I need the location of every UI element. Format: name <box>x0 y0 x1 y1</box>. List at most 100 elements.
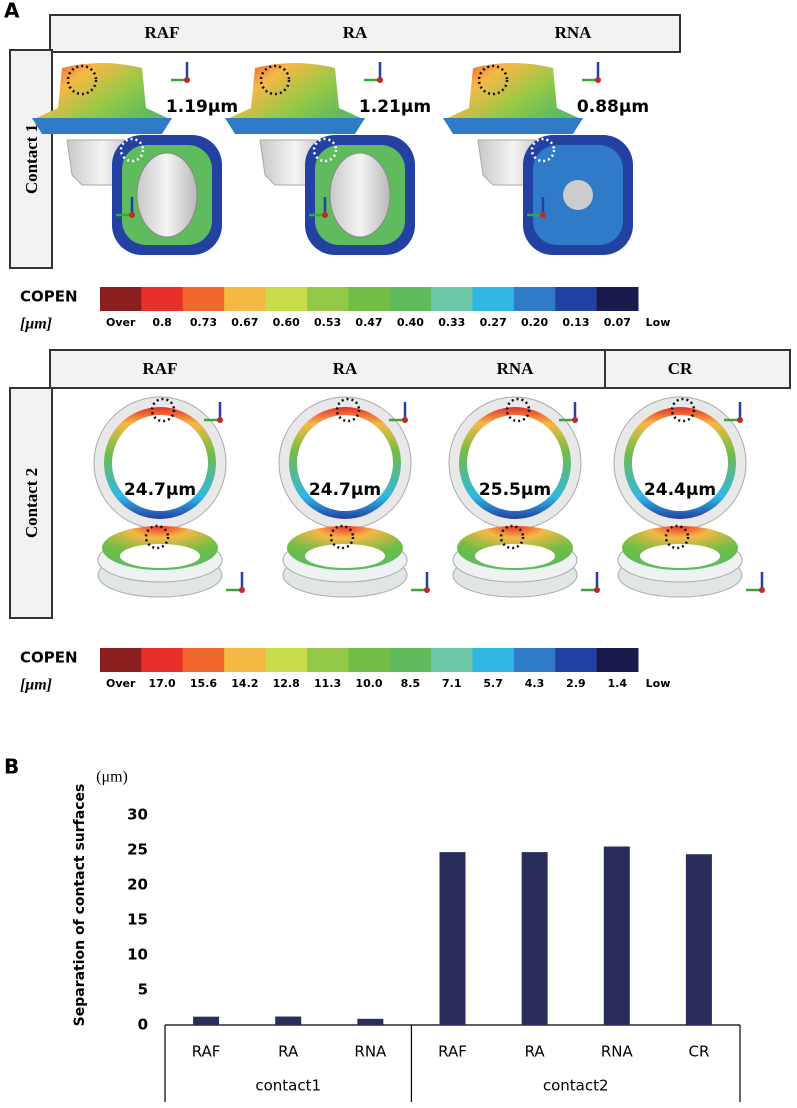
colorbar-label: 11.3 <box>314 677 341 690</box>
y-unit: (μm) <box>96 769 128 786</box>
colorbar-label: 14.2 <box>231 677 258 690</box>
axis-triad <box>322 212 328 218</box>
colorbar-swatch <box>472 287 515 311</box>
y-tick-label: 20 <box>127 876 148 894</box>
colorbar-label: Over <box>106 316 136 329</box>
marker-circle <box>150 397 176 423</box>
colorbar-swatch <box>472 648 515 672</box>
axis-triad <box>595 77 601 83</box>
x-tick-label: RA <box>525 1043 546 1061</box>
colorbar-label: 7.1 <box>442 677 462 690</box>
colorbar-label: 2.9 <box>566 677 586 690</box>
colorbar-swatch <box>513 287 556 311</box>
axis-triad <box>737 417 743 423</box>
abutment-hole <box>329 152 391 238</box>
colorbar-swatch <box>555 287 598 311</box>
marker-circle <box>335 397 361 423</box>
colorbar-label: Low <box>646 677 671 690</box>
result-value: 25.5μm <box>479 480 551 500</box>
marker-circle <box>119 137 145 163</box>
colorbar-swatch <box>431 648 473 672</box>
colorbar-label: 12.8 <box>273 677 300 690</box>
column-label: CR <box>668 359 693 378</box>
x-tick-label: RAF <box>192 1043 221 1061</box>
colorbar-swatch <box>265 648 308 672</box>
result-value: 0.88μm <box>577 97 649 117</box>
column-label: RAF <box>143 359 178 378</box>
colorbar-swatch <box>141 648 184 672</box>
marker-circle <box>477 64 509 96</box>
marker-circle <box>530 137 556 163</box>
row-label-box <box>9 387 53 619</box>
bar <box>275 1016 302 1025</box>
ring-hole <box>297 415 393 511</box>
colorbar-label: Over <box>106 677 136 690</box>
y-tick-label: 25 <box>127 841 148 859</box>
colorbar-label: 17.0 <box>149 677 176 690</box>
marker-circle <box>259 64 291 96</box>
axis-triad <box>184 77 190 83</box>
abutment-hole <box>563 180 593 210</box>
result-value: 1.19μm <box>166 97 238 117</box>
marker-circle <box>670 397 696 423</box>
abutment-band <box>443 118 583 134</box>
bar <box>357 1018 384 1025</box>
x-tick-label: RAF <box>438 1043 467 1061</box>
colorbar-label: 15.6 <box>190 677 217 690</box>
result-value: 1.21μm <box>359 97 431 117</box>
ring-hole <box>305 544 385 568</box>
bar <box>603 846 630 1025</box>
axis-triad <box>402 417 408 423</box>
column-label: RA <box>343 23 368 42</box>
colorbar-label: 0.20 <box>521 316 548 329</box>
result-value: 24.4μm <box>644 480 716 500</box>
y-tick-label: 30 <box>127 806 148 824</box>
header-bar <box>49 349 791 389</box>
colorbar-swatch <box>348 648 391 672</box>
x-tick-label: CR <box>688 1043 709 1061</box>
colorbar-swatch <box>306 648 349 672</box>
colorbar-swatch <box>100 287 142 311</box>
group-label: contact1 <box>255 1077 321 1095</box>
colorbar-swatch <box>389 287 432 311</box>
axis-triad <box>594 587 600 593</box>
ring-hole <box>467 415 563 511</box>
bar <box>521 852 548 1025</box>
y-tick-label: 5 <box>138 981 148 999</box>
axis-triad <box>540 212 546 218</box>
colorbar-swatch <box>348 287 391 311</box>
marker-circle <box>329 524 355 550</box>
colorbar-swatch <box>389 648 432 672</box>
colorbar-label: 0.67 <box>231 316 258 329</box>
ring-hole <box>640 544 720 568</box>
y-axis-label: Separation of contact surfaces <box>72 784 88 1027</box>
ring-hole <box>475 544 555 568</box>
marker-circle <box>312 137 338 163</box>
colorbar-swatch <box>224 287 267 311</box>
colorbar-label: Low <box>646 316 671 329</box>
ring-hole <box>112 415 208 511</box>
result-value: 24.7μm <box>124 480 196 500</box>
colorbar-label: 0.40 <box>397 316 424 329</box>
colorbar-label: 0.73 <box>190 316 217 329</box>
axis-triad <box>759 587 765 593</box>
colorbar-swatch <box>182 648 225 672</box>
colorbar-swatch <box>141 287 184 311</box>
ring-hole <box>632 415 728 511</box>
abutment-band <box>32 118 172 134</box>
abutment-top <box>443 63 583 120</box>
colorbar-label: 0.60 <box>273 316 300 329</box>
abutment-band <box>225 118 365 134</box>
colorbar-swatch <box>224 648 267 672</box>
colorbar-swatch <box>431 287 473 311</box>
colorbar-label: 0.07 <box>604 316 631 329</box>
colorbar-swatch <box>596 287 639 311</box>
colorbar-swatch <box>100 648 142 672</box>
axis-triad <box>572 417 578 423</box>
axis-triad <box>217 417 223 423</box>
colorbar-unit: [μm] <box>20 316 52 333</box>
bar <box>685 854 712 1025</box>
result-value: 24.7μm <box>309 480 381 500</box>
